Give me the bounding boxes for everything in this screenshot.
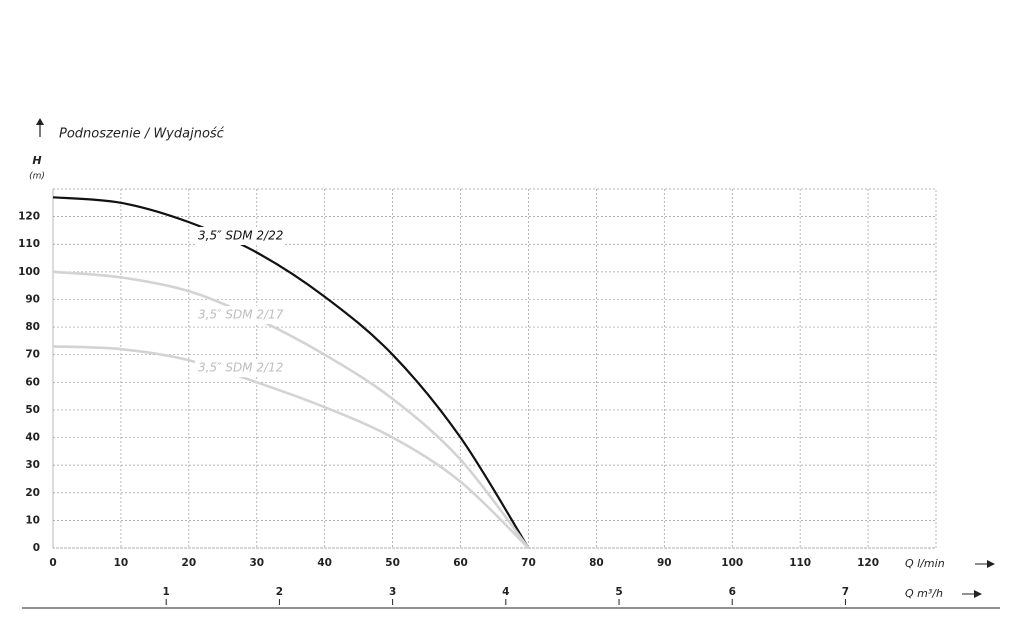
x-tick-label: 30 bbox=[249, 557, 264, 569]
y-tick-label: 120 bbox=[18, 211, 40, 223]
x-label: Q l/min bbox=[905, 557, 945, 570]
label-bg bbox=[195, 227, 285, 245]
y-tick-label: 60 bbox=[25, 376, 40, 388]
label-bg bbox=[195, 306, 285, 324]
x-tick-label: 20 bbox=[182, 557, 197, 569]
x-tick-label: 120 bbox=[857, 557, 879, 569]
series-label: 3,5″ SDM 2/17 bbox=[198, 308, 284, 322]
x2-tick-label: 1 bbox=[163, 586, 170, 598]
curve bbox=[52, 196, 530, 549]
x2-tick-label: 3 bbox=[389, 586, 396, 598]
y-label: H bbox=[32, 154, 41, 167]
y-tick-label: 80 bbox=[25, 321, 40, 333]
x-tick-label: 70 bbox=[521, 557, 536, 569]
y-unit: (m) bbox=[29, 172, 45, 182]
x2-tick-label: 2 bbox=[276, 586, 283, 598]
x-tick-label: 110 bbox=[789, 557, 811, 569]
y-tick-label: 100 bbox=[18, 266, 40, 278]
y-tick-label: 90 bbox=[25, 293, 40, 305]
y-tick-label: 10 bbox=[25, 514, 40, 526]
x-tick-label: 60 bbox=[453, 557, 468, 569]
x-tick-label: 100 bbox=[721, 557, 743, 569]
x-tick-label: 90 bbox=[657, 557, 672, 569]
y-tick-label: 20 bbox=[25, 487, 40, 499]
series-label: 3,5″ SDM 2/12 bbox=[198, 361, 283, 375]
x2-tick-label: 5 bbox=[615, 586, 622, 598]
label-bg bbox=[195, 359, 285, 377]
plot-border bbox=[52, 188, 937, 549]
chart-title: Podnoszenie / Wydajność bbox=[59, 127, 225, 142]
y-tick-label: 40 bbox=[25, 432, 40, 444]
y-arrow-head bbox=[36, 118, 44, 125]
y-tick-label: 50 bbox=[25, 404, 40, 416]
x2-tick-label: 6 bbox=[729, 586, 736, 598]
x-tick-label: 10 bbox=[114, 557, 129, 569]
x-tick-label: 0 bbox=[49, 557, 56, 569]
x-tick-label: 80 bbox=[589, 557, 604, 569]
x2-arrow-head bbox=[974, 590, 982, 598]
y-tick-label: 30 bbox=[25, 459, 40, 471]
y-tick-label: 70 bbox=[25, 349, 40, 361]
x2-tick-label: 7 bbox=[842, 586, 849, 598]
y-tick-label: 110 bbox=[18, 238, 40, 250]
y-tick-label: 0 bbox=[33, 542, 40, 554]
series-label: 3,5″ SDM 2/22 bbox=[198, 229, 283, 243]
x-tick-label: 40 bbox=[317, 557, 332, 569]
x-tick-label: 50 bbox=[385, 557, 400, 569]
curve bbox=[52, 345, 530, 549]
x-arrow-head bbox=[987, 560, 995, 568]
x2-label: Q m³/h bbox=[905, 587, 943, 600]
x2-tick-label: 4 bbox=[502, 586, 509, 598]
curve bbox=[52, 270, 530, 549]
